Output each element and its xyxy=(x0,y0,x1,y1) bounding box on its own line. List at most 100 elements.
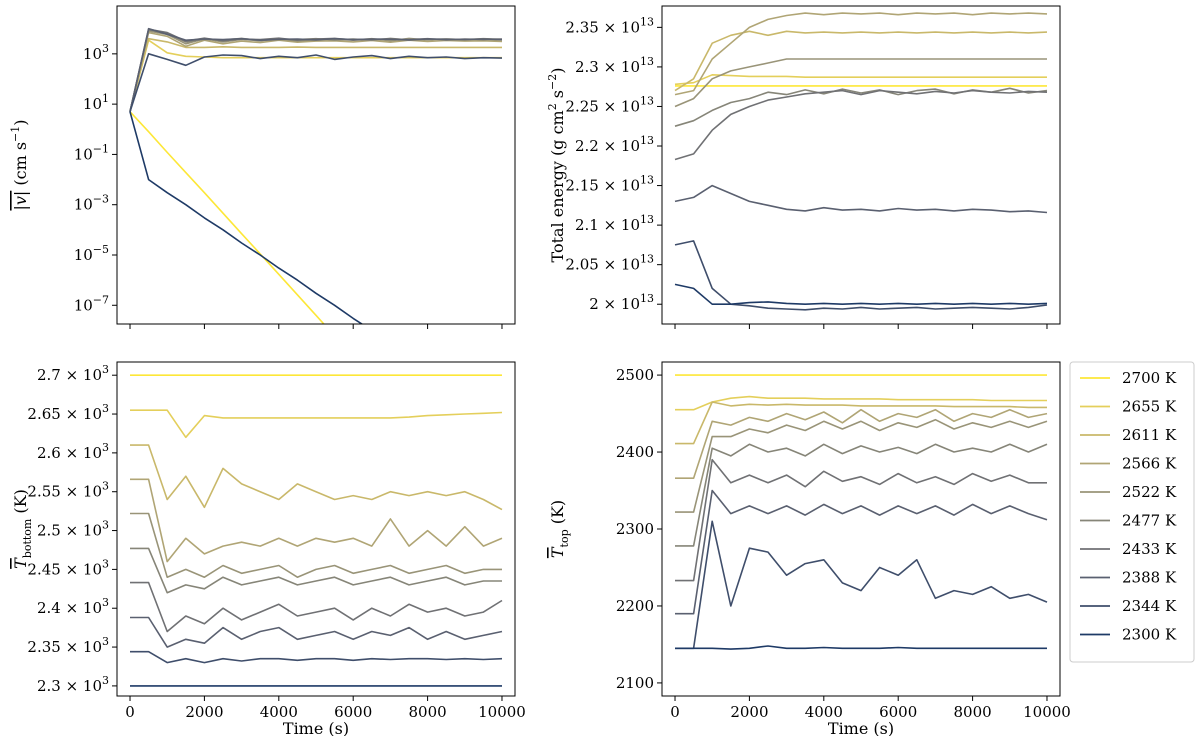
series-line-2566k xyxy=(130,478,503,563)
series-group xyxy=(675,374,1048,650)
series-line-2611k xyxy=(130,444,503,511)
series-line-2655k xyxy=(674,74,1047,86)
panel-energy: 2.35 × 1013 2.3 × 1013 2.25 × 1013 2.2 × 10… xyxy=(546,5,1061,329)
y-tick-label: 2.2 × 1013 xyxy=(575,134,654,155)
series-line-2344k xyxy=(675,520,1048,650)
legend-label: 2388 K xyxy=(1122,569,1177,587)
axes-frame xyxy=(116,361,516,697)
y-axis-label: Tbottom (K) xyxy=(11,489,34,569)
y-tick-label: 2.25 × 1013 xyxy=(565,94,654,115)
y-tick-label: 2.3 × 1013 xyxy=(575,55,654,76)
series-line-2611k xyxy=(129,37,502,112)
series-line-2477k xyxy=(675,443,1048,547)
y-axis-label: Ttop (K) xyxy=(548,500,571,558)
x-tick-label: 2000 xyxy=(730,703,768,721)
x-tick-label: 4000 xyxy=(260,703,298,721)
y-tick-label: 2400 xyxy=(616,443,654,461)
y-axis-label: Total energy (g cm2 s−2) xyxy=(546,68,567,263)
y-tick-label: 2.05 × 1013 xyxy=(565,253,654,274)
series-line-2566k xyxy=(675,408,1048,480)
series-line-2300k xyxy=(675,645,1047,650)
y-tick-label: 2500 xyxy=(616,366,654,384)
y-tick-label: 2300 xyxy=(616,520,654,538)
y-tick-label: 2100 xyxy=(616,674,654,692)
legend-label: 2611 K xyxy=(1122,426,1177,444)
series-group xyxy=(129,27,503,324)
series-line-2344k xyxy=(129,52,503,112)
legend-label: 2344 K xyxy=(1122,597,1177,615)
y-tick-label: 10−7 xyxy=(74,293,109,314)
legend-frame xyxy=(1069,361,1195,663)
y-tick-label: 2.1 × 1013 xyxy=(575,213,654,234)
series-line-2388k xyxy=(129,27,503,112)
series-line-2566k xyxy=(674,12,1048,96)
series-line-2344k xyxy=(674,240,1048,311)
series-line-2433k xyxy=(675,458,1047,582)
series-line-2522k xyxy=(674,58,1047,108)
y-tick-label: 2.3 × 103 xyxy=(37,674,109,695)
series-line-2522k xyxy=(129,30,503,112)
legend-label: 2433 K xyxy=(1122,540,1177,558)
series-line-2388k xyxy=(675,489,1048,615)
y-axis-label: |v| (cm s−1) xyxy=(9,119,30,210)
series-line-2433k xyxy=(130,581,503,633)
y-tick-label: 2.6 × 103 xyxy=(37,441,109,462)
y-tick-label: 10−3 xyxy=(74,193,109,214)
y-tick-label: 2.65 × 103 xyxy=(27,402,109,423)
x-tick-label: 6000 xyxy=(334,703,372,721)
x-tick-label: 10000 xyxy=(478,703,526,721)
y-tick-label: 2200 xyxy=(616,597,654,615)
legend: 2700 K 2655 K 2611 K 2566 K 2522 K 2477 K 2433… xyxy=(1069,361,1195,663)
series-line-2655k xyxy=(130,409,503,439)
axes-frame xyxy=(661,5,1061,325)
legend-label: 2300 K xyxy=(1122,626,1177,644)
series-line-2566k xyxy=(129,31,503,112)
legend-label: 2655 K xyxy=(1122,398,1177,416)
series-line-2522k xyxy=(130,512,502,579)
y-tick-label: 10−5 xyxy=(74,243,109,264)
series-line-2655k xyxy=(675,395,1047,411)
series-line-2477k xyxy=(130,547,502,594)
panel-tbottom: 0 2000 4000 6000 8000 10000 Time (s) 2.7 × 103 2… xyxy=(11,361,526,736)
y-tick-label: 2.5 × 103 xyxy=(37,519,109,540)
y-tick-label: 2.4 × 103 xyxy=(37,596,109,617)
y-tick-label: 2.7 × 103 xyxy=(37,363,109,384)
axes-frame xyxy=(116,5,516,325)
series-line-2344k xyxy=(130,650,503,664)
x-tick-label: 0 xyxy=(125,703,135,721)
y-tick-label: 10−1 xyxy=(74,142,109,163)
y-tick-label: 103 xyxy=(83,42,109,63)
panel-ttop: 0 2000 4000 6000 8000 10000 Time (s) 2500 2400 23… xyxy=(548,361,1071,736)
series-line-2300k xyxy=(674,283,1048,306)
legend-label: 2477 K xyxy=(1122,512,1177,530)
series-line-2388k xyxy=(130,616,503,648)
series-group xyxy=(130,374,503,687)
series-line-2611k xyxy=(674,30,1048,92)
y-tick-label: 2.55 × 103 xyxy=(27,480,109,501)
series-line-2300k xyxy=(129,111,364,324)
x-tick-label: 8000 xyxy=(408,703,446,721)
x-axis-label: Time (s) xyxy=(828,719,894,736)
legend-label: 2700 K xyxy=(1122,369,1177,387)
y-tick-label: 2.15 × 1013 xyxy=(565,174,654,195)
y-tick-label: 2.35 × 1013 xyxy=(565,15,654,36)
y-tick-label: 101 xyxy=(83,92,109,113)
series-line-2477k xyxy=(129,29,503,112)
x-tick-label: 2000 xyxy=(185,703,223,721)
series-line-2433k xyxy=(674,89,1048,161)
x-tick-label: 6000 xyxy=(879,703,917,721)
y-tick-label: 2.35 × 103 xyxy=(27,635,109,656)
y-tick-label: 2 × 1013 xyxy=(589,292,654,313)
legend-label: 2522 K xyxy=(1122,483,1177,501)
x-axis-label: Time (s) xyxy=(283,719,349,736)
series-line-2388k xyxy=(674,184,1048,214)
panel-velocity: 103 101 10−1 10−3 10−5 10−7 |v| (cm s−1) xyxy=(9,5,516,329)
series-line-2522k xyxy=(675,418,1048,513)
series-group xyxy=(674,12,1048,311)
legend-label: 2566 K xyxy=(1122,455,1177,473)
x-tick-label: 8000 xyxy=(953,703,991,721)
series-line-2655k xyxy=(129,39,502,112)
x-tick-label: 0 xyxy=(670,703,680,721)
y-tick-label: 2.45 × 103 xyxy=(27,557,109,578)
